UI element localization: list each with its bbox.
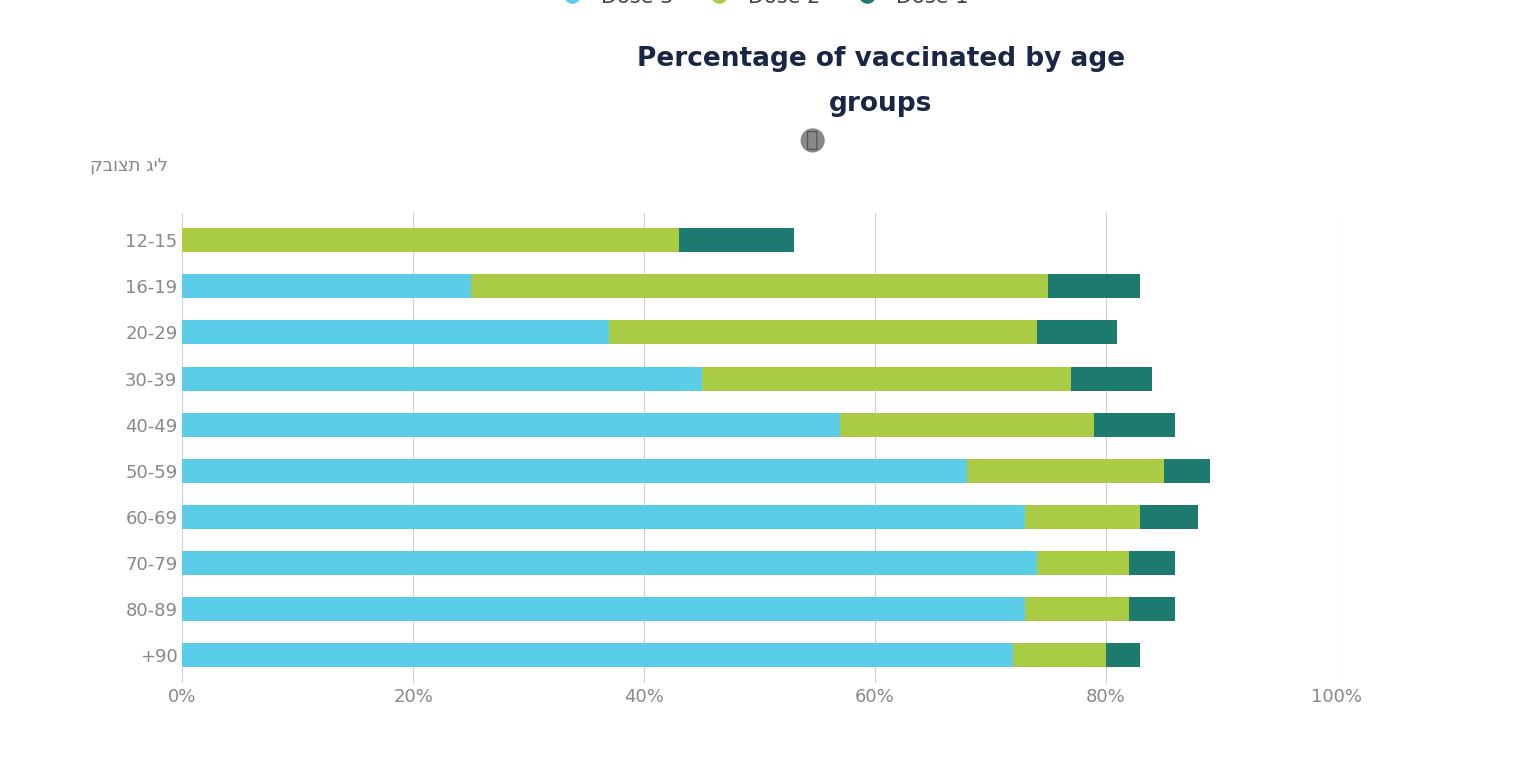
Bar [609,320,1036,345]
Bar [1094,413,1176,436]
Bar [1013,644,1106,667]
Bar [182,644,1013,667]
Bar [182,597,1025,622]
Bar [679,228,794,252]
Bar [182,228,679,252]
Bar [1106,644,1141,667]
Bar [840,413,1094,436]
Text: קבוצת גיל: קבוצת גיל [90,157,169,175]
Bar [1129,551,1176,575]
Bar [1141,505,1198,529]
Bar [182,320,609,345]
Bar [182,367,702,391]
Bar [182,413,840,436]
Bar [471,274,1048,298]
Bar [1025,505,1141,529]
Bar [1048,274,1141,298]
Bar [1129,597,1176,622]
Bar [1036,320,1118,345]
Legend: Dose 3, Dose 2, Dose 1: Dose 3, Dose 2, Dose 1 [542,0,977,15]
Bar [1071,367,1151,391]
Bar [182,505,1025,529]
Text: ⓘ: ⓘ [807,131,819,150]
Text: Percentage of vaccinated by age: Percentage of vaccinated by age [636,46,1126,71]
Bar [1025,597,1129,622]
Text: groups: groups [829,91,933,117]
Bar [702,367,1071,391]
Bar [1036,551,1129,575]
Bar [1164,459,1209,483]
Bar [182,274,471,298]
Bar [182,551,1036,575]
Bar [182,459,968,483]
Bar [968,459,1164,483]
